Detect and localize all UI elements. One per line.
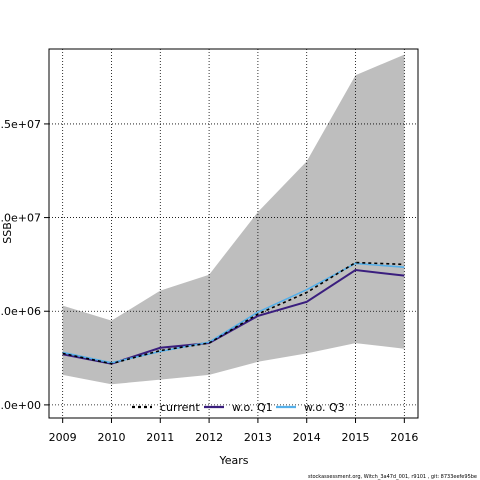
x-tick-label: 2012 [195,431,223,444]
x-tick-label: 2016 [390,431,418,444]
x-axis-title: Years [218,454,248,467]
x-tick-label: 2010 [97,431,125,444]
legend-label: w.o. Q3 [304,401,345,414]
plot-frame [48,48,419,419]
y-tick-label: 1.5e+07 [0,118,41,131]
footer-note: stockassessment.org, Witch_3a47d_001, r9… [308,474,477,480]
series-line-current [62,261,405,365]
x-tick-label: 2009 [49,431,77,444]
x-tick-label: 2011 [146,431,174,444]
x-tick-label: 2014 [293,431,321,444]
y-tick-label: 1.0e+07 [0,212,41,225]
y-tick-label: 0.0e+00 [0,399,41,412]
x-tick-label: 2013 [244,431,272,444]
x-tick-label: 2015 [342,431,370,444]
legend-label: w.o. Q1 [232,401,273,414]
y-tick-label: 5.0e+06 [0,305,41,318]
legend-label: current [160,401,200,414]
confidence-band [62,54,405,385]
y-axis-title: SSB [1,222,14,244]
